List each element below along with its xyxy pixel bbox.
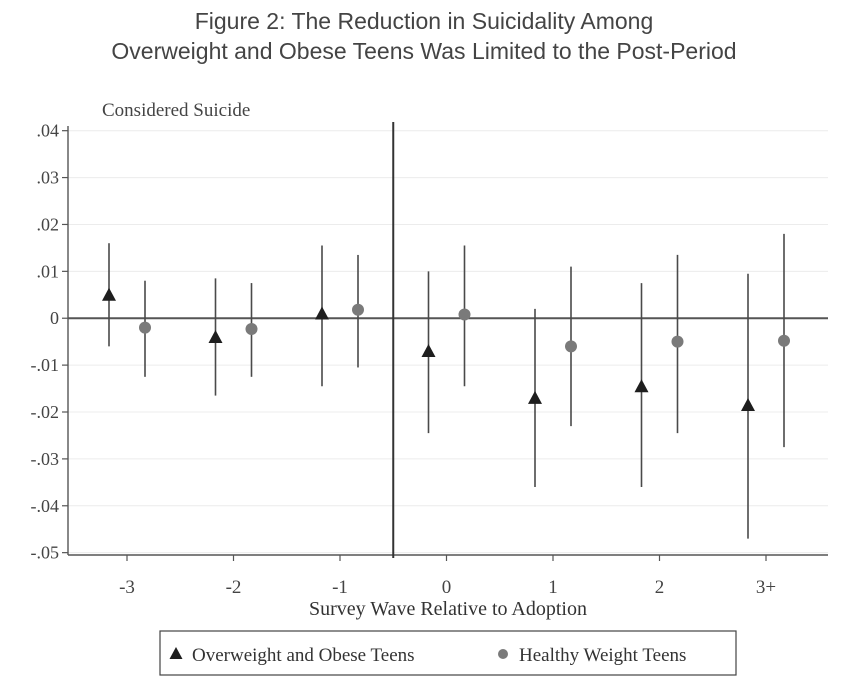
y-tick-label: -.04 <box>31 496 60 516</box>
legend: Overweight and Obese Teens Healthy Weigh… <box>159 630 737 676</box>
y-tick-label: .04 <box>37 121 60 141</box>
x-axis-label: Survey Wave Relative to Adoption <box>309 598 587 620</box>
legend-triangle-marker <box>169 647 183 659</box>
grid-lines <box>68 130 828 554</box>
point-healthy--2 <box>245 323 258 336</box>
point-overweight-2 <box>634 379 649 393</box>
legend-label-overweight: Overweight and Obese Teens <box>192 645 415 666</box>
x-tick-label: -3 <box>119 577 135 598</box>
legend-box <box>159 630 737 676</box>
point-overweight-0 <box>421 344 436 358</box>
point-healthy--3 <box>139 321 151 334</box>
x-tick-label: 2 <box>655 577 665 598</box>
figure-title: Figure 2: The Reduction in Suicidality A… <box>0 6 848 66</box>
y-tick-label: -.01 <box>31 355 60 375</box>
chart-subtitle: Considered Suicide <box>102 100 250 121</box>
point-healthy-1 <box>565 340 577 353</box>
point-healthy-2 <box>671 335 684 348</box>
legend-label-healthy: Healthy Weight Teens <box>519 645 686 666</box>
figure-title-line-1: Figure 2: The Reduction in Suicidality A… <box>194 8 654 34</box>
point-overweight--1 <box>315 306 329 320</box>
point-overweight-3+ <box>741 397 755 411</box>
x-tick-label: -2 <box>226 577 242 598</box>
legend-circle-marker <box>498 649 508 659</box>
point-healthy-3+ <box>778 334 790 347</box>
point-overweight--3 <box>102 287 116 301</box>
x-tick-label: 0 <box>442 577 452 598</box>
y-tick-label: -.05 <box>31 543 60 563</box>
y-tick-label: .01 <box>37 261 60 281</box>
x-tick-label: 1 <box>548 577 558 598</box>
plot-marks <box>102 233 790 539</box>
x-tick-label: -1 <box>332 577 348 598</box>
y-tick-label: -.02 <box>31 402 60 422</box>
axes: .04 .03 .02 .01 0 -.01 -.02 -.03 -.04 -.05 -3 -2 -1 0… <box>31 121 828 598</box>
point-healthy--1 <box>352 303 364 316</box>
point-overweight-1 <box>528 390 542 404</box>
x-tick-label: 3+ <box>756 577 776 598</box>
y-tick-label: .03 <box>37 168 60 188</box>
y-tick-label: 0 <box>50 308 59 328</box>
point-healthy-0 <box>458 308 471 321</box>
figure-title-line-2: Overweight and Obese Teens Was Limited t… <box>111 38 737 64</box>
y-tick-label: -.03 <box>31 449 60 469</box>
y-tick-label: .02 <box>37 214 60 234</box>
point-overweight--2 <box>208 329 223 343</box>
